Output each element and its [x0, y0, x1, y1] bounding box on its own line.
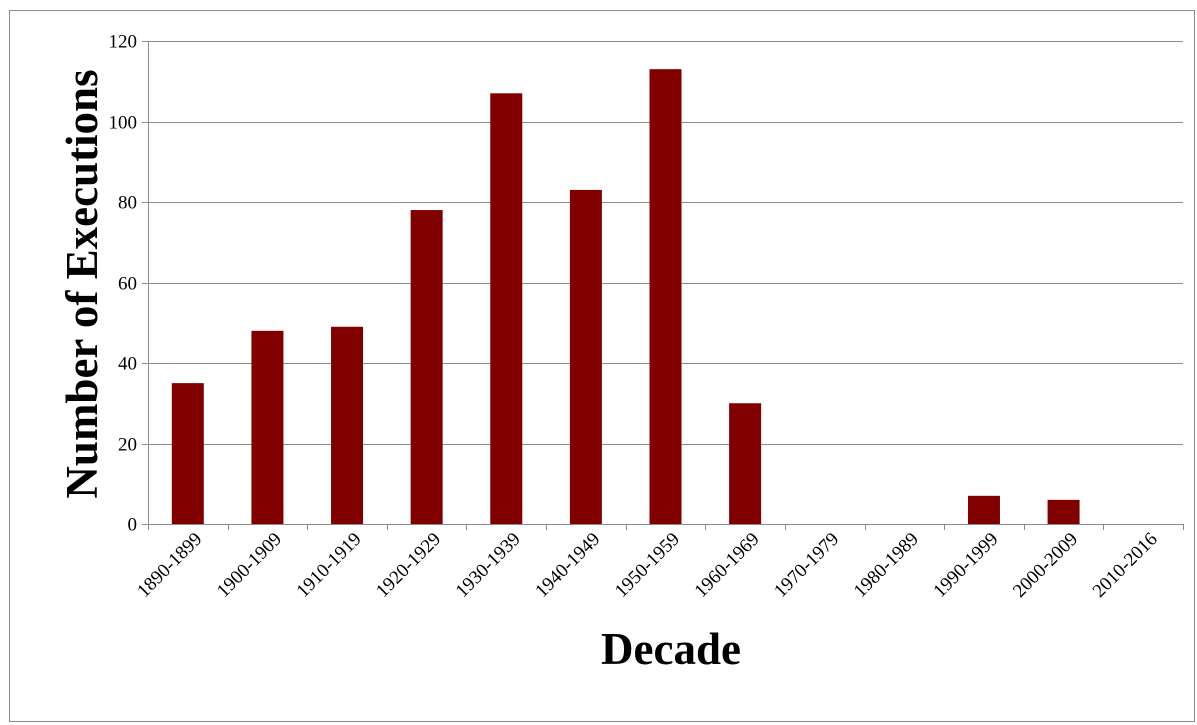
- y-tick-label: 60: [118, 274, 137, 295]
- bar-1910-1919: [331, 326, 364, 524]
- x-tick-label: 1990-1999: [929, 529, 1002, 602]
- x-tick-label: 1930-1939: [452, 529, 525, 602]
- axes: [142, 41, 1184, 530]
- x-tick-label: 1970-1979: [770, 529, 843, 602]
- y-tick-label: 120: [109, 32, 138, 53]
- bar-1920-1929: [410, 210, 443, 525]
- y-tick-label: 100: [109, 113, 138, 134]
- y-tick-label: 20: [118, 435, 137, 456]
- x-tick-label: 2000-2009: [1009, 529, 1082, 602]
- x-tick-label: 1900-1909: [213, 529, 286, 602]
- bar-1990-1999: [967, 495, 1000, 524]
- x-tick-label: 1980-1989: [850, 529, 923, 602]
- x-tick-label: 1960-1969: [691, 529, 764, 602]
- y-tick-labels: 0 20 40 60 80 100 120: [109, 32, 138, 536]
- y-tick-label: 80: [118, 193, 137, 214]
- x-axis-title: Decade: [601, 624, 741, 674]
- chart-frame: [9, 10, 1195, 722]
- y-axis-title: Number of Executions: [57, 69, 107, 498]
- x-tick-labels: 1890-1899 1900-1909 1910-1919 1920-1929 1930…: [133, 529, 1161, 602]
- bars: [171, 69, 1080, 525]
- x-tick-label: 1920-1929: [372, 529, 445, 602]
- y-tick-label: 40: [118, 354, 137, 375]
- x-tick-label: 1910-1919: [293, 529, 366, 602]
- y-tick-label: 0: [128, 515, 138, 536]
- bar-1950-1959: [649, 69, 682, 525]
- x-tick-label: 1950-1959: [611, 529, 684, 602]
- bar-1930-1939: [490, 93, 523, 524]
- bar-2000-2009: [1047, 499, 1080, 524]
- bar-1940-1949: [569, 189, 602, 525]
- bar-1900-1909: [251, 330, 284, 524]
- x-tick-label: 1890-1899: [133, 529, 206, 602]
- bar-1890-1899: [171, 383, 204, 524]
- x-tick-label: 2010-2016: [1089, 529, 1162, 602]
- bar-1960-1969: [729, 403, 762, 524]
- x-tick-label: 1940-1949: [531, 529, 604, 602]
